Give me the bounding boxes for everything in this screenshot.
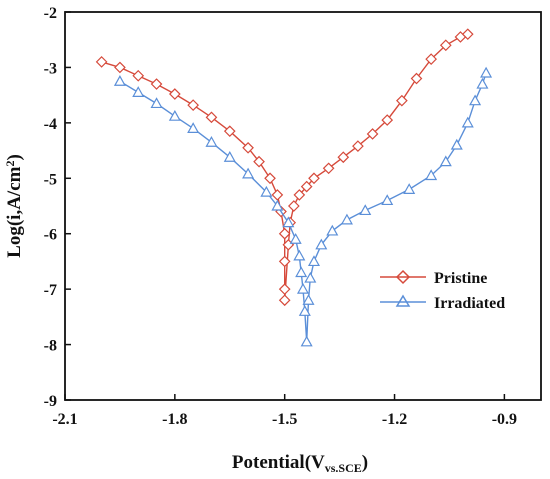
- data-point: [308, 172, 320, 185]
- data-point: [95, 56, 108, 68]
- y-tick-label: -3: [44, 60, 57, 77]
- data-point: [298, 305, 311, 316]
- data-point: [403, 183, 416, 194]
- data-point: [132, 86, 145, 97]
- data-point: [271, 199, 284, 211]
- data-point: [150, 97, 163, 109]
- x-tick-label: -1.8: [162, 411, 187, 428]
- data-point: [260, 185, 273, 197]
- x-axis-title-main: Potential(V: [232, 452, 325, 473]
- data-point: [480, 66, 493, 78]
- data-point: [410, 72, 423, 85]
- data-point: [287, 200, 300, 212]
- data-point: [293, 249, 306, 261]
- data-point: [366, 128, 379, 140]
- x-tick-label: -0.9: [492, 411, 517, 428]
- data-point: [113, 75, 126, 86]
- data-point: [205, 136, 218, 147]
- legend-marker-pristine: [395, 269, 411, 285]
- data-point: [253, 155, 265, 168]
- x-axis-title-end: ): [362, 452, 368, 473]
- axis-ticks: -2.1 -1.8 -1.5 -1.2 -0.9 -9 -8 -7 -6 -5 -4 -3 -2: [44, 5, 517, 428]
- y-axis-title: Log(i,A/cm2): [3, 154, 25, 258]
- data-point: [242, 167, 255, 179]
- data-point: [132, 69, 145, 82]
- data-point: [326, 224, 339, 236]
- data-point: [278, 255, 291, 268]
- data-point: [359, 204, 372, 216]
- data-point: [187, 122, 200, 133]
- y-tick-label: -2: [44, 5, 57, 22]
- series-layer: [95, 28, 493, 347]
- data-point: [289, 233, 302, 244]
- data-point: [476, 77, 489, 89]
- data-point: [461, 116, 474, 128]
- data-point: [223, 125, 236, 138]
- data-point: [168, 88, 181, 100]
- data-point: [242, 141, 254, 154]
- legend-label-irradiated: Irradiated: [434, 295, 505, 312]
- series-irradiated: [113, 66, 493, 347]
- data-point: [381, 194, 394, 206]
- data-point: [322, 162, 335, 175]
- data-point: [278, 283, 291, 295]
- plot-frame: [64, 11, 542, 401]
- y-tick-label: -5: [44, 171, 57, 188]
- data-point: [396, 94, 408, 107]
- data-point: [300, 335, 313, 347]
- data-point: [469, 94, 482, 106]
- x-tick-label: -1.2: [382, 411, 407, 428]
- data-point: [205, 111, 218, 124]
- data-point: [352, 140, 364, 152]
- data-point: [223, 150, 236, 162]
- legend-marker-irradiated: [395, 294, 411, 307]
- data-point: [278, 294, 291, 307]
- y-tick-label: -8: [44, 338, 57, 355]
- legend: Pristine Irradiated: [380, 269, 505, 312]
- data-point: [296, 282, 310, 294]
- data-point: [150, 78, 163, 90]
- data-point: [340, 213, 353, 225]
- data-point: [168, 109, 181, 121]
- data-point: [425, 169, 438, 181]
- data-point: [282, 216, 295, 228]
- y-tick-label: -6: [44, 227, 57, 244]
- data-point: [187, 99, 200, 111]
- x-axis-title: Potential(Vvs.SCE): [232, 452, 368, 475]
- data-point: [304, 271, 317, 283]
- series-line: [101, 33, 469, 301]
- legend-label-pristine: Pristine: [434, 270, 487, 287]
- data-point: [315, 238, 328, 250]
- y-tick-label: -7: [44, 282, 57, 299]
- data-point: [307, 255, 321, 267]
- data-point: [450, 138, 463, 150]
- x-tick-label: -1.5: [272, 411, 297, 428]
- y-axis-title-main: Log(i,A/cm: [4, 166, 25, 257]
- data-point: [293, 189, 306, 201]
- data-point: [425, 53, 438, 65]
- data-point: [302, 293, 315, 305]
- data-point: [114, 61, 126, 74]
- data-point: [300, 180, 313, 193]
- data-point: [439, 155, 452, 167]
- data-point: [295, 266, 308, 278]
- y-axis-title-end: ): [4, 154, 25, 160]
- data-point: [381, 114, 394, 126]
- y-axis-title-sup: 2: [3, 161, 17, 167]
- data-point: [439, 39, 452, 52]
- data-point: [461, 28, 474, 41]
- y-tick-label: -9: [44, 393, 57, 410]
- x-axis-title-sub: vs.SCE: [325, 461, 362, 475]
- data-point: [278, 227, 291, 240]
- data-point: [264, 172, 276, 185]
- x-tick-label: -2.1: [52, 411, 77, 428]
- data-point: [337, 151, 350, 164]
- y-tick-label: -4: [44, 116, 57, 133]
